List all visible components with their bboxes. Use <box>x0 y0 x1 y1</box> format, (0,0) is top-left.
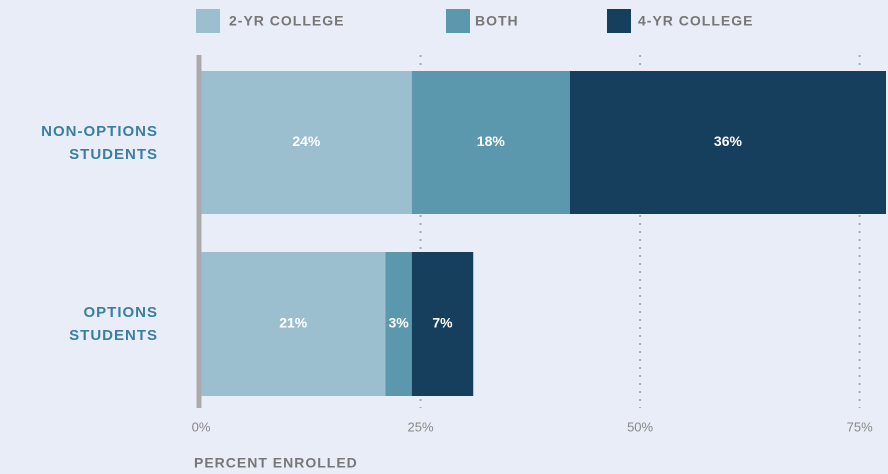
x-tick-label: 50% <box>627 419 653 434</box>
legend-swatch <box>607 9 631 33</box>
bar-segment <box>411 71 570 214</box>
bar-segment <box>385 252 412 396</box>
value-label: 36% <box>714 133 743 149</box>
x-axis-title: PERCENT ENROLLED <box>194 455 358 471</box>
value-label: 7% <box>432 315 453 331</box>
bar-segment <box>201 71 412 214</box>
value-label: 24% <box>292 133 321 149</box>
bar-segment <box>201 252 386 396</box>
legend-label: BOTH <box>475 13 519 29</box>
value-label: 21% <box>279 315 308 331</box>
legend-label: 4-YR COLLEGE <box>638 13 753 29</box>
category-label: OPTIONS STUDENTS <box>69 304 158 344</box>
x-tick-label: 25% <box>408 419 434 434</box>
x-tick-label: 0% <box>192 419 211 434</box>
bar-segment <box>569 71 886 214</box>
x-tick-label: 75% <box>847 419 873 434</box>
value-label: 18% <box>477 133 506 149</box>
category-label: NON-OPTIONS STUDENTS <box>41 122 158 163</box>
value-label: 3% <box>388 315 409 331</box>
bar-segment <box>411 252 474 396</box>
legend-swatch <box>196 9 220 33</box>
legend-label: 2-YR COLLEGE <box>229 13 344 29</box>
legend-swatch <box>446 9 470 33</box>
